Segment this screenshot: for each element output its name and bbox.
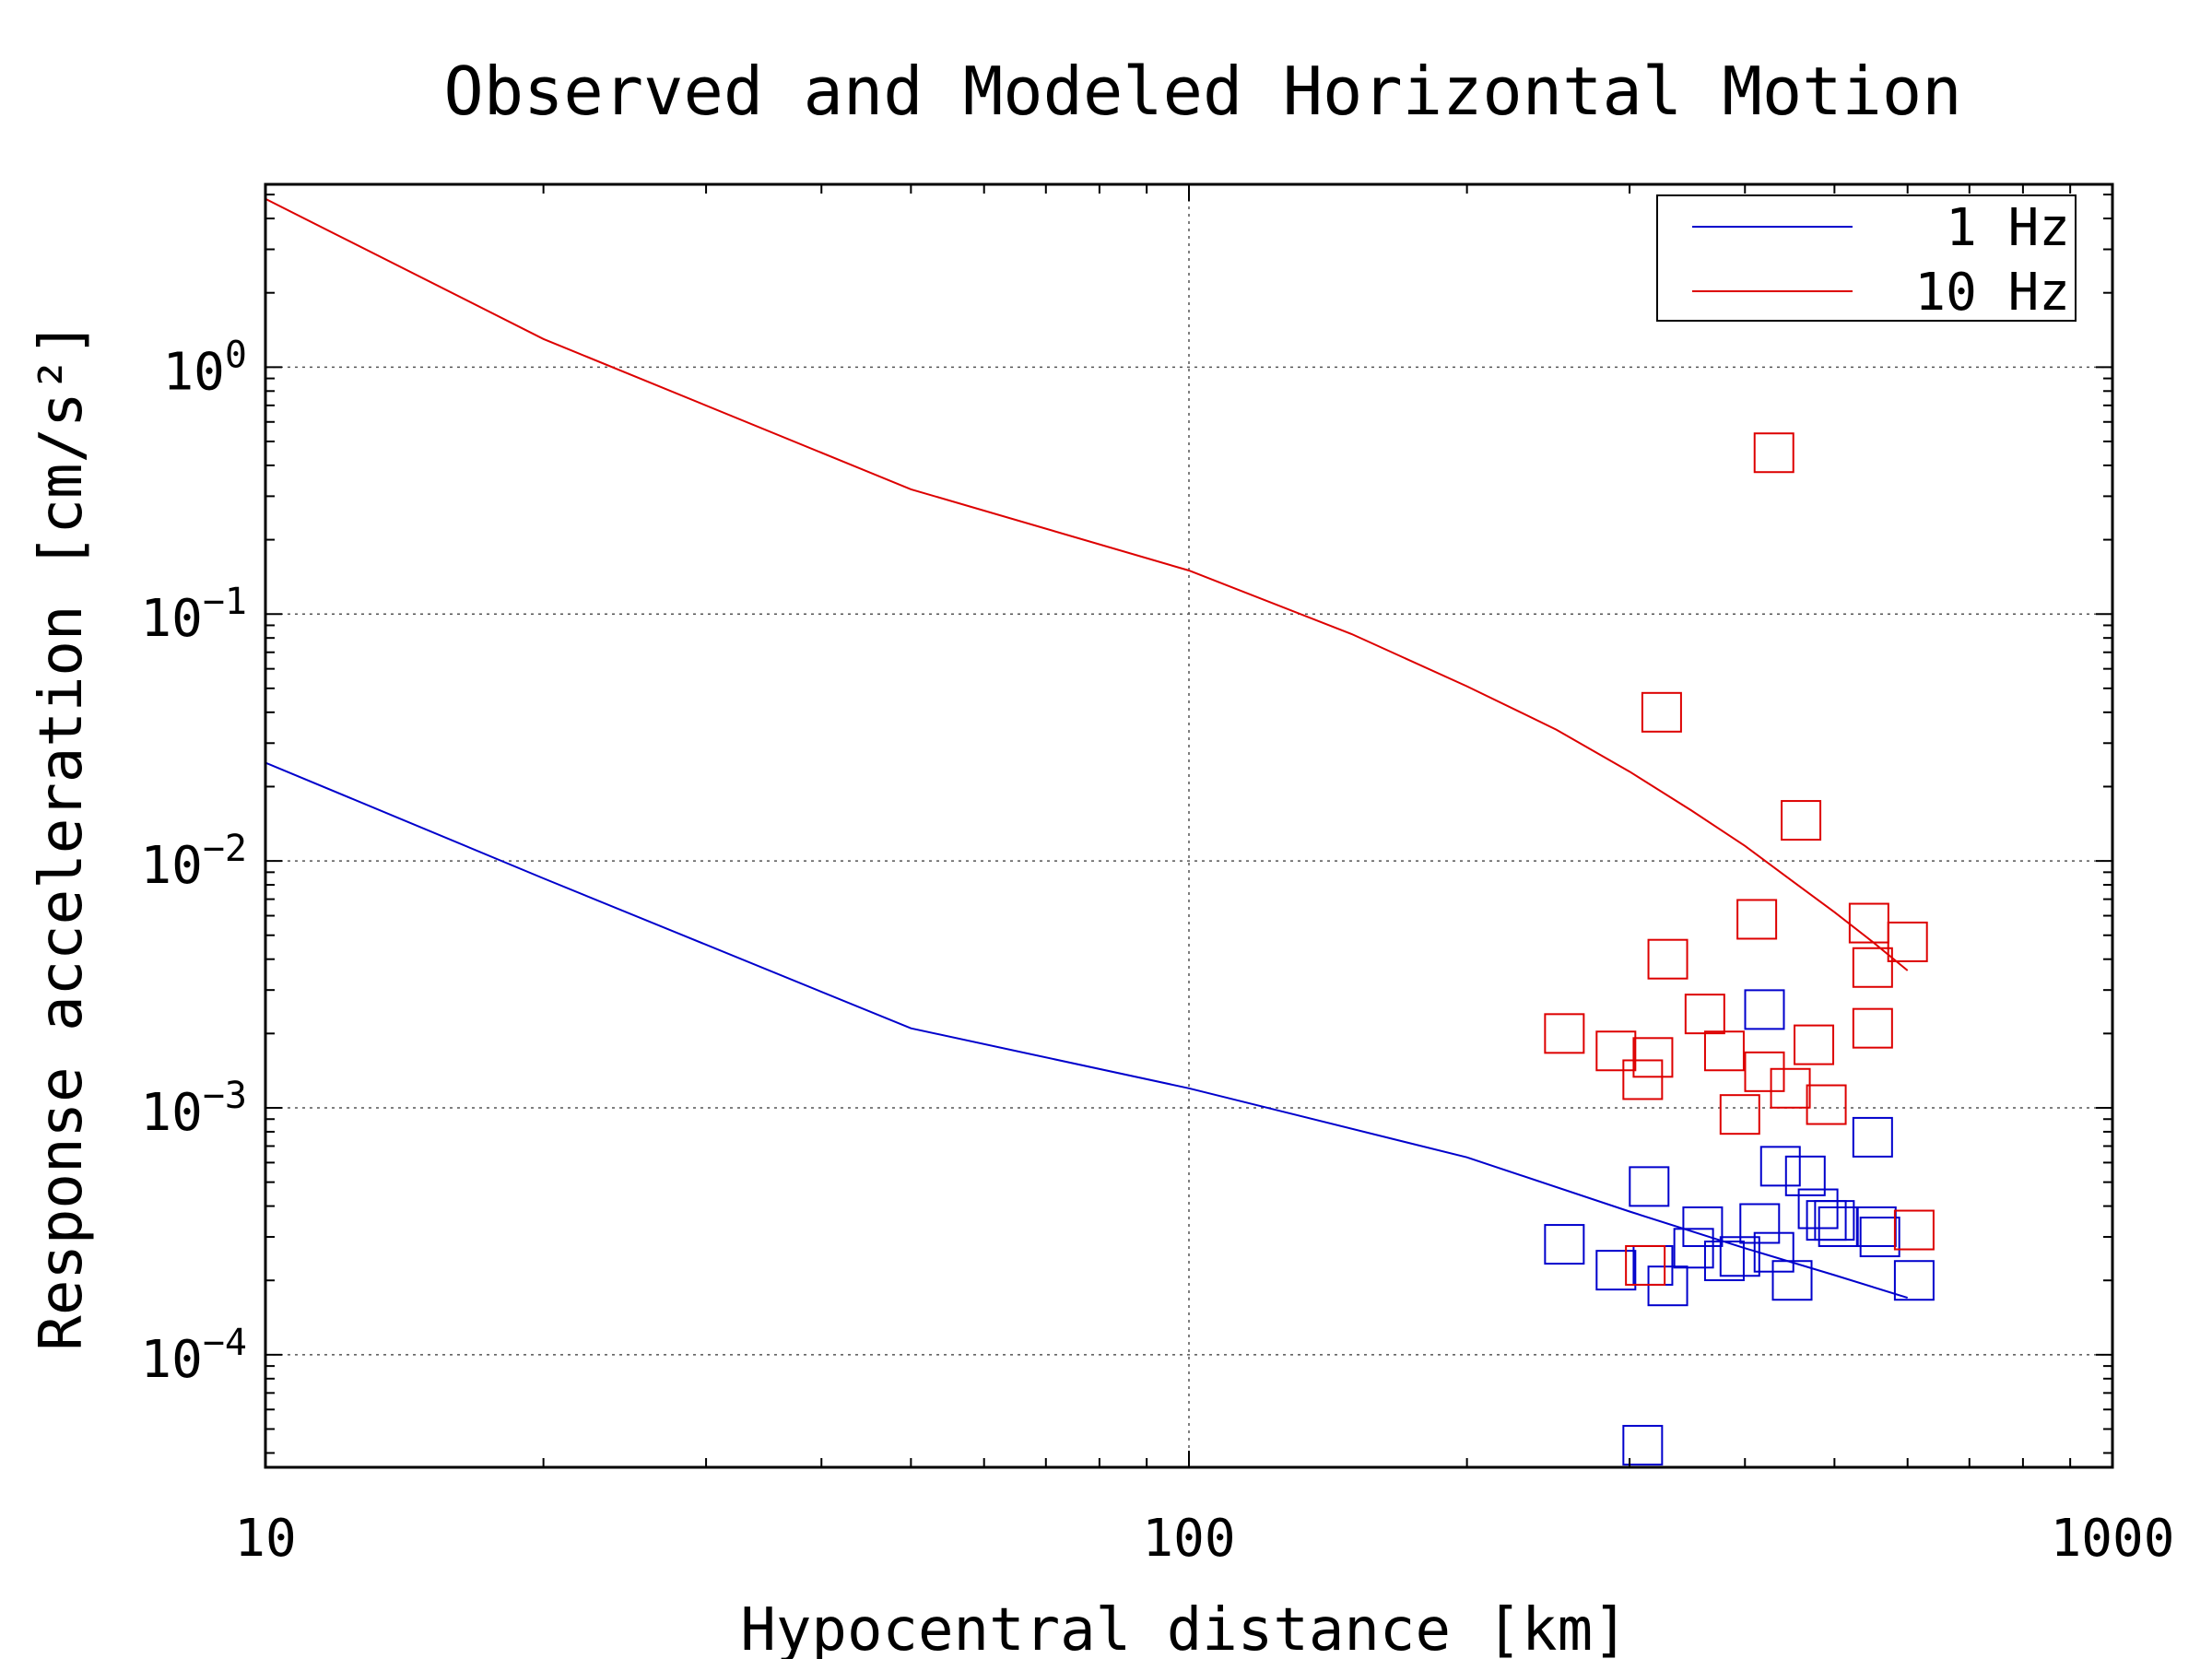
observed-point-1hz xyxy=(1855,1206,1897,1247)
y-tick-label: 10−4 xyxy=(140,1322,247,1390)
observed-point-1hz xyxy=(1622,1425,1664,1466)
observed-point-10hz xyxy=(1770,1067,1811,1109)
x-tick-label: 1000 xyxy=(2051,1509,2175,1569)
legend-box xyxy=(1656,194,2077,322)
observed-point-10hz xyxy=(1647,938,1688,980)
observed-point-10hz xyxy=(1641,691,1682,733)
observed-point-10hz xyxy=(1781,800,1822,841)
tick-labels: 10 100 1000 10−4 10−3 10−2 10−1 100 xyxy=(140,334,2174,1569)
y-tick-label: 10−1 xyxy=(140,581,247,649)
observed-point-10hz xyxy=(1595,1030,1637,1072)
observed-point-1hz xyxy=(1814,1200,1855,1241)
observed-point-1hz xyxy=(1673,1228,1714,1269)
observed-point-1hz xyxy=(1629,1166,1670,1207)
model-line-10hz xyxy=(265,197,1909,971)
observed-point-10hz xyxy=(1852,1007,1893,1049)
observed-point-1hz xyxy=(1595,1250,1637,1291)
observed-markers xyxy=(1544,432,1935,1466)
y-tick-label: 10−3 xyxy=(140,1075,247,1143)
observed-point-10hz xyxy=(1753,432,1794,474)
observed-point-10hz xyxy=(1719,1094,1760,1135)
observed-point-1hz xyxy=(1784,1155,1826,1196)
observed-point-10hz xyxy=(1848,902,1889,944)
observed-point-1hz xyxy=(1753,1231,1794,1273)
observed-point-1hz xyxy=(1703,1241,1745,1282)
observed-point-1hz xyxy=(1771,1260,1813,1301)
x-tick-label: 10 xyxy=(234,1509,296,1569)
observed-point-10hz xyxy=(1806,1084,1847,1125)
observed-point-1hz xyxy=(1759,1146,1801,1187)
x-axis-label: Hypocentral distance [km] xyxy=(740,1596,1628,1659)
chart-title: Observed and Modeled Horizontal Motion xyxy=(443,53,1961,130)
observed-point-10hz xyxy=(1703,1030,1745,1072)
observed-point-10hz xyxy=(1622,1059,1664,1100)
observed-point-1hz xyxy=(1859,1217,1900,1258)
observed-point-10hz xyxy=(1794,1024,1835,1065)
observed-point-10hz xyxy=(1744,1051,1785,1092)
observed-point-10hz xyxy=(1887,921,1928,962)
observed-point-10hz xyxy=(1684,994,1725,1035)
model-lines xyxy=(265,197,1909,1300)
x-tick-label: 100 xyxy=(1142,1509,1235,1569)
observed-point-1hz xyxy=(1797,1188,1839,1230)
observed-point-1hz xyxy=(1647,1265,1688,1307)
observed-point-10hz xyxy=(1544,1013,1585,1054)
observed-point-1hz xyxy=(1852,1116,1893,1158)
grid-lines xyxy=(265,184,2112,1467)
observed-point-1hz xyxy=(1632,1244,1674,1286)
observed-point-1hz xyxy=(1893,1260,1935,1301)
observed-point-1hz xyxy=(1739,1203,1781,1244)
y-tick-label: 10−2 xyxy=(140,828,247,896)
axis-ticks xyxy=(265,184,2113,1467)
legend-label: 10 Hz xyxy=(1914,263,2070,323)
observed-point-1hz xyxy=(1744,989,1785,1030)
model-line-1hz xyxy=(265,761,1908,1300)
legend-label: 1 Hz xyxy=(1946,198,2070,258)
y-tick-label: 100 xyxy=(162,334,247,402)
observed-point-10hz xyxy=(1736,899,1778,940)
observed-point-1hz xyxy=(1544,1224,1585,1265)
observed-point-10hz xyxy=(1893,1209,1935,1251)
observed-point-10hz xyxy=(1625,1244,1666,1286)
observed-point-10hz xyxy=(1632,1037,1674,1078)
observed-point-10hz xyxy=(1852,947,1893,988)
y-axis-label: Response acceleration [cm/s²] xyxy=(28,321,96,1350)
observed-point-1hz xyxy=(1682,1206,1724,1247)
